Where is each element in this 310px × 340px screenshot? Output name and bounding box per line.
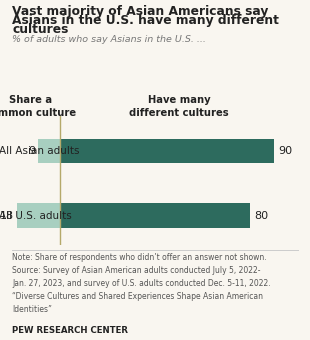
Bar [17,203,60,228]
Text: Vast majority of Asian Americans say: Vast majority of Asian Americans say [12,5,269,18]
Text: “Diverse Cultures and Shared Experiences Shape Asian American: “Diverse Cultures and Shared Experiences… [12,292,264,301]
Text: All Asian adults: All Asian adults [0,146,79,156]
Text: 90: 90 [278,146,292,156]
Text: Jan. 27, 2023, and survey of U.S. adults conducted Dec. 5-11, 2022.: Jan. 27, 2023, and survey of U.S. adults… [12,279,271,288]
Text: Identities”: Identities” [12,305,52,314]
Text: Source: Survey of Asian American adults conducted July 5, 2022-: Source: Survey of Asian American adults … [12,266,261,275]
Bar [60,139,274,164]
Bar [38,139,60,164]
Text: PEW RESEARCH CENTER: PEW RESEARCH CENTER [12,326,128,335]
Bar [60,203,250,228]
Text: All U.S. adults: All U.S. adults [0,211,72,221]
Text: Asians in the U.S. have many different: Asians in the U.S. have many different [12,14,279,27]
Text: Share a
common culture: Share a common culture [0,95,77,118]
Text: 80: 80 [254,211,268,221]
Text: 18: 18 [0,211,14,221]
Text: Note: Share of respondents who didn’t offer an answer not shown.: Note: Share of respondents who didn’t of… [12,253,267,262]
Text: Have many
different cultures: Have many different cultures [129,95,229,118]
Text: cultures: cultures [12,23,69,36]
Text: % of adults who say Asians in the U.S. ...: % of adults who say Asians in the U.S. .… [12,35,206,44]
Text: 9: 9 [29,146,36,156]
